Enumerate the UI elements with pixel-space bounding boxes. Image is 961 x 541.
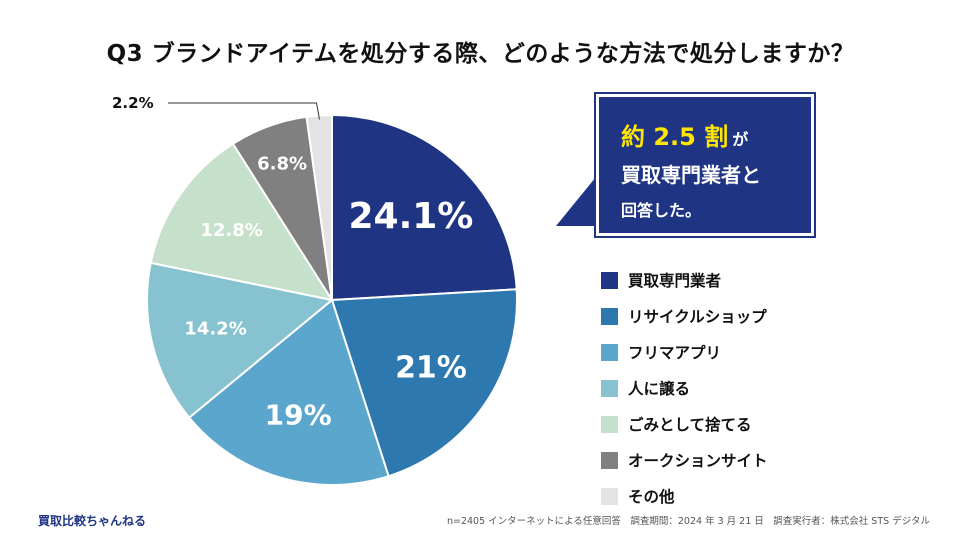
legend-label: ごみとして捨てる [628, 416, 752, 434]
legend-label: その他 [628, 488, 675, 506]
slice-label: 19% [265, 399, 332, 432]
callout-line2: 買取専門業者と [621, 163, 761, 187]
legend-item: ごみとして捨てる [601, 406, 768, 442]
legend-label: リサイクルショップ [628, 308, 767, 326]
pie-slice [146, 261, 335, 420]
legend-item: 人に譲る [601, 370, 768, 406]
pie-slice [330, 288, 518, 478]
legend-swatch [601, 307, 618, 325]
pie-slice [331, 113, 518, 302]
legend: 買取専門業者 リサイクルショップ フリマアプリ 人に譲る ごみとして捨てる オー… [601, 262, 768, 514]
legend-item: リサイクルショップ [601, 298, 768, 334]
slice-label: 12.8% [200, 220, 262, 241]
legend-item: オークションサイト [601, 442, 768, 478]
slice-label: 14.2% [184, 318, 246, 339]
brand-name: 買取比較ちゃんねる [38, 514, 147, 528]
legend-swatch [601, 343, 618, 361]
legend-label: 人に譲る [628, 380, 691, 398]
legend-item: フリマアプリ [601, 334, 768, 370]
slice-label: 21% [395, 350, 467, 385]
legend-swatch [601, 379, 618, 397]
callout-suffix: が [732, 130, 749, 149]
legend-label: 買取専門業者 [628, 272, 722, 290]
callout-line3: 回答した。 [621, 201, 702, 220]
callout-line1: 約 2.5 割が [621, 117, 748, 152]
legend-swatch [601, 487, 618, 505]
legend-label: オークションサイト [628, 452, 768, 470]
callout-highlight: 約 2.5 割 [621, 123, 729, 151]
leader-line [168, 102, 321, 120]
legend-swatch [601, 451, 618, 469]
legend-label: フリマアプリ [628, 344, 722, 362]
slice-label: 2.2% [112, 94, 154, 112]
legend-item: その他 [601, 478, 768, 514]
legend-swatch [601, 415, 618, 433]
chart-title: Q3 ブランドアイテムを処分する際、どのような方法で処分しますか？ [106, 41, 855, 67]
pie-slice [149, 142, 335, 302]
callout-tail [556, 172, 600, 226]
legend-swatch [601, 271, 618, 289]
survey-footnote: n=2405 インターネットによる任意回答 調査期間：2024 年 3 月 21… [446, 516, 930, 527]
legend-item: 買取専門業者 [601, 262, 768, 298]
callout-box: 約 2.5 割が 買取専門業者と 回答した。 [594, 92, 816, 238]
slice-label: 6.8% [257, 153, 307, 174]
slice-label: 24.1% [348, 196, 473, 237]
pie-slice [187, 298, 390, 486]
